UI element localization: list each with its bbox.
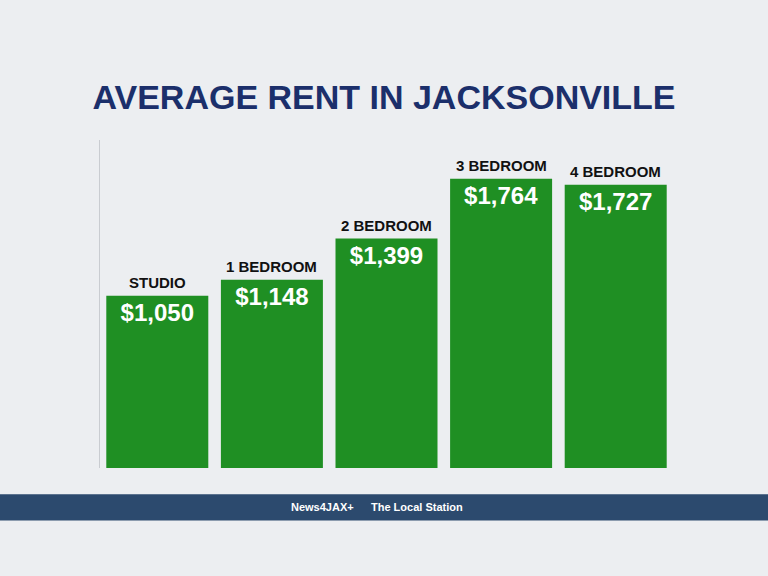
- svg-text:$1,050: $1,050: [121, 299, 194, 326]
- svg-text:AVERAGE RENT IN JACKSONVILLE: AVERAGE RENT IN JACKSONVILLE: [92, 78, 675, 116]
- svg-text:STUDIO: STUDIO: [129, 274, 186, 291]
- svg-text:2 BEDROOM: 2 BEDROOM: [341, 217, 432, 234]
- svg-text:1 BEDROOM: 1 BEDROOM: [226, 258, 317, 275]
- svg-text:$1,727: $1,727: [579, 188, 652, 215]
- svg-text:3 BEDROOM: 3 BEDROOM: [456, 157, 547, 174]
- svg-text:$1,764: $1,764: [464, 182, 538, 209]
- svg-text:4 BEDROOM: 4 BEDROOM: [570, 163, 661, 180]
- svg-text:$1,148: $1,148: [235, 283, 308, 310]
- svg-text:$1,399: $1,399: [350, 242, 423, 269]
- svg-text:The Local Station: The Local Station: [371, 501, 463, 513]
- svg-text:News4JAX+: News4JAX+: [291, 501, 354, 513]
